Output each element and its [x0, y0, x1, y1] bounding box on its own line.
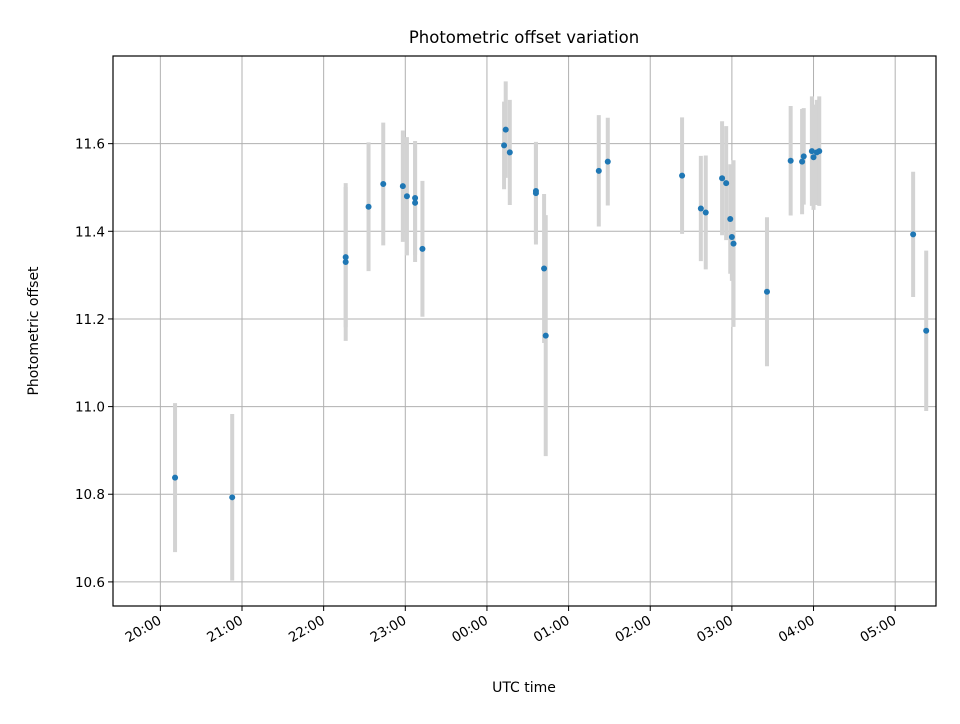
data-point — [816, 148, 823, 155]
data-point — [799, 158, 806, 165]
data-point — [502, 126, 509, 133]
data-point — [910, 231, 917, 238]
y-tick-label: 11.4 — [75, 224, 105, 240]
data-point — [595, 167, 602, 174]
data-point — [728, 233, 735, 240]
data-point — [532, 187, 539, 194]
data-point — [923, 327, 930, 334]
data-point — [365, 203, 372, 210]
data-point — [542, 332, 549, 339]
y-tick-label: 11.0 — [75, 400, 105, 416]
data-point — [808, 148, 815, 155]
data-point — [697, 205, 704, 212]
data-point — [719, 175, 726, 182]
data-point — [403, 193, 410, 200]
y-tick-label: 11.2 — [75, 312, 105, 328]
y-axis-ticks: 10.6 10.8 11.0 11.2 11.4 11.6 — [75, 137, 113, 591]
grid — [113, 56, 936, 606]
x-axis-ticks: 20:00 21:00 22:00 23:00 00:00 01:00 02:00 03:00… — [123, 606, 899, 646]
data-point — [501, 142, 508, 149]
x-tick-label: 04:00 — [776, 613, 818, 646]
x-tick-label: 00:00 — [449, 613, 491, 646]
data-point — [419, 245, 426, 252]
data-point — [604, 158, 611, 165]
data-point — [787, 157, 794, 164]
x-axis-label: UTC time — [492, 680, 556, 696]
data-point — [763, 288, 770, 295]
plot-frame — [112, 55, 937, 607]
data-point — [541, 265, 548, 272]
x-tick-label: 20:00 — [123, 613, 165, 646]
data-point — [342, 254, 349, 261]
data-point — [702, 209, 709, 216]
data-point — [506, 149, 513, 156]
data-point — [172, 474, 179, 481]
data-point — [229, 494, 236, 501]
y-tick-label: 10.6 — [75, 575, 105, 591]
data-point — [810, 154, 817, 161]
x-tick-label: 05:00 — [857, 613, 899, 646]
data-point — [399, 183, 406, 190]
x-tick-label: 02:00 — [613, 613, 655, 646]
data-point — [342, 258, 349, 265]
x-tick-label: 22:00 — [286, 613, 328, 646]
x-tick-label: 01:00 — [531, 613, 573, 646]
data-point — [380, 180, 387, 187]
x-tick-label: 03:00 — [694, 613, 736, 646]
y-tick-label: 11.6 — [75, 137, 105, 153]
data-point — [730, 240, 737, 247]
data-points — [172, 126, 930, 501]
data-point — [800, 153, 807, 160]
y-axis-label: Photometric offset — [26, 266, 42, 396]
data-point — [727, 216, 734, 223]
data-point — [723, 180, 730, 187]
data-point — [412, 194, 419, 201]
x-tick-label: 21:00 — [204, 613, 246, 646]
y-tick-label: 10.8 — [75, 487, 105, 503]
chart-title: Photometric offset variation — [409, 28, 639, 47]
x-tick-label: 23:00 — [368, 613, 410, 646]
data-point — [412, 199, 419, 206]
data-point — [679, 172, 686, 179]
